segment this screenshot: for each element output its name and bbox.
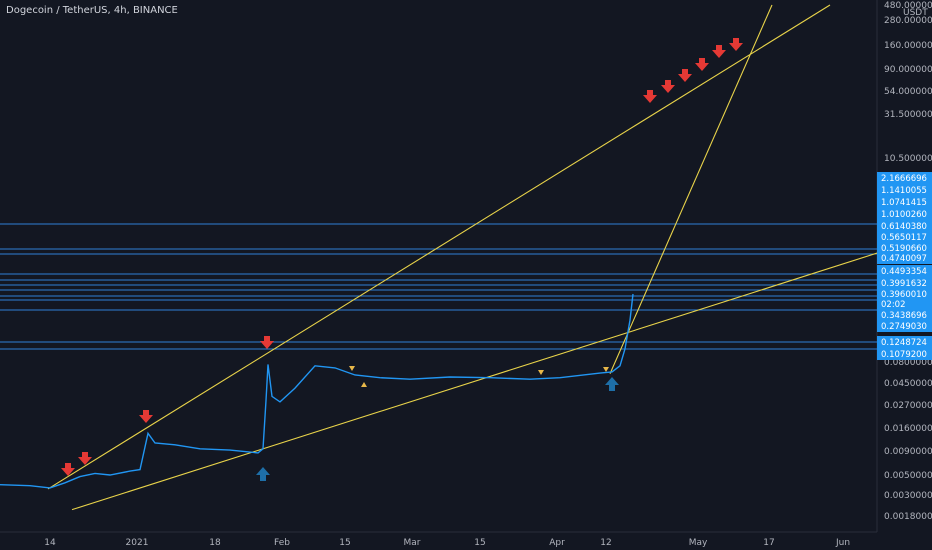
buy-arrow-icon — [256, 467, 270, 481]
price-axis-label: 0.0160000 — [884, 424, 932, 434]
level-tag[interactable] — [877, 348, 932, 360]
level-tag[interactable] — [877, 231, 932, 243]
level-tag[interactable] — [877, 277, 932, 289]
level-tag[interactable] — [877, 288, 932, 300]
time-axis-label: Mar — [404, 538, 421, 548]
level-tag[interactable] — [877, 184, 932, 196]
price-line[interactable] — [0, 293, 634, 489]
sell-arrow-icon — [139, 410, 153, 423]
time-axis-label: May — [689, 538, 708, 548]
level-tag-label: 0.4740097 — [881, 254, 927, 264]
price-axis-label: 0.0090000 — [884, 447, 932, 457]
price-axis-label: 90.0000000 — [884, 65, 932, 75]
signal-marker — [538, 370, 544, 375]
sell-arrow-icon — [78, 452, 92, 465]
level-tag-label: 0.3991632 — [881, 279, 927, 289]
price-axis-label: 160.0000000 — [884, 41, 932, 51]
level-tag-label: 2.1666696 — [881, 174, 927, 184]
level-tag[interactable] — [877, 172, 932, 184]
level-tag-label: 0.6140380 — [881, 222, 927, 232]
sell-arrow-icon — [661, 80, 675, 93]
level-tag-label: 0.3960010 — [881, 290, 927, 300]
sell-arrow-icon — [643, 90, 657, 103]
sell-arrow-icon — [729, 38, 743, 51]
sell-arrow-icon — [712, 45, 726, 58]
level-tag[interactable] — [877, 298, 932, 310]
level-tag-label: 0.5650117 — [881, 233, 927, 243]
time-axis-label: 12 — [600, 538, 611, 548]
sell-arrow-icon — [678, 69, 692, 82]
time-axis-label: 2021 — [126, 538, 149, 548]
time-axis-label: 15 — [339, 538, 350, 548]
time-axis-label: 17 — [763, 538, 774, 548]
level-tag-label: 0.5190660 — [881, 244, 927, 254]
price-axis-label: 0.0450000 — [884, 379, 932, 389]
trendline[interactable] — [609, 4, 773, 374]
price-axis-label: 0.0018000 — [884, 512, 932, 522]
level-tag-label: 1.1410055 — [881, 186, 927, 196]
level-tag[interactable] — [877, 265, 932, 277]
time-axis-label: 18 — [209, 538, 221, 548]
time-axis-label: 15 — [474, 538, 485, 548]
buy-arrow-icon — [605, 377, 619, 391]
time-axis-label: Jun — [835, 538, 850, 548]
level-tag-label: 0.1248724 — [881, 338, 927, 348]
level-tag-label: 0.3438696 — [881, 311, 927, 321]
level-tag[interactable] — [877, 252, 932, 264]
time-axis-label: Feb — [274, 538, 290, 548]
sell-arrow-icon — [260, 336, 274, 349]
level-tag-label: 0.1079200 — [881, 350, 927, 360]
signal-marker — [349, 366, 355, 371]
price-axis-label: 0.0270000 — [884, 401, 932, 411]
sell-arrow-icon — [61, 463, 75, 476]
price-axis-label: 0.0050000 — [884, 471, 932, 481]
level-tag[interactable] — [877, 242, 932, 254]
time-axis-label: 14 — [44, 538, 56, 548]
trendline[interactable] — [71, 251, 881, 511]
price-axis-unit: USDT — [903, 8, 928, 18]
price-axis-label: 54.0000000 — [884, 87, 932, 97]
level-tag[interactable] — [877, 309, 932, 321]
level-tag[interactable] — [877, 336, 932, 348]
level-tag-label: 0.4493354 — [881, 267, 927, 277]
level-tag[interactable] — [877, 196, 932, 208]
sell-arrow-icon — [695, 58, 709, 71]
price-axis-label: 0.0030000 — [884, 491, 932, 501]
price-axis-label: 480.0000000 — [884, 1, 932, 11]
chart-title: Dogecoin / TetherUS, 4h, BINANCE — [6, 5, 178, 16]
price-axis-label: 280.0000000 — [884, 16, 932, 26]
level-tag-label: 1.0741415 — [881, 198, 927, 208]
signal-marker — [361, 382, 367, 387]
level-tag[interactable] — [877, 208, 932, 220]
level-tag[interactable] — [877, 320, 932, 332]
level-tag-label: 02:02 — [881, 300, 906, 310]
level-tag-label: 1.0100260 — [881, 210, 927, 220]
level-tag-label: 0.2749030 — [881, 322, 927, 332]
signal-marker — [603, 367, 609, 372]
time-axis-label: Apr — [549, 538, 565, 548]
trendline[interactable] — [47, 4, 831, 490]
price-axis-label: 0.0800000 — [884, 358, 932, 368]
level-tag[interactable] — [877, 220, 932, 232]
